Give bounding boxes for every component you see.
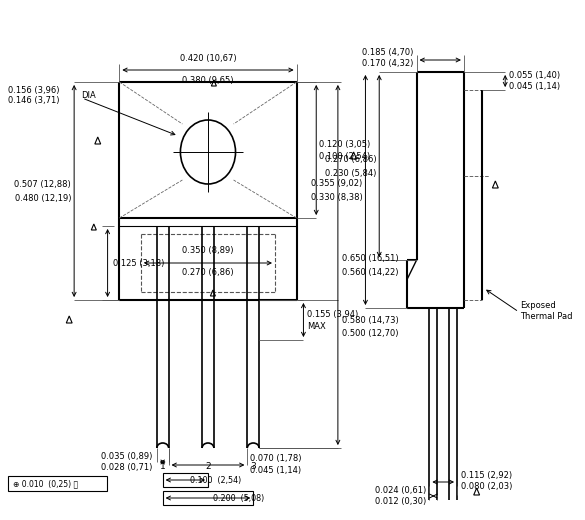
Text: 0.650 (16,51): 0.650 (16,51) — [342, 254, 398, 263]
Text: 0.055 (1,40): 0.055 (1,40) — [509, 71, 560, 80]
Text: 0.580 (14,73): 0.580 (14,73) — [342, 316, 398, 324]
Text: 0.045 (1,14): 0.045 (1,14) — [509, 82, 560, 90]
Text: 0.100  (2,54): 0.100 (2,54) — [190, 475, 242, 485]
Bar — [8, 476, 106, 491]
Text: 0.070 (1,78): 0.070 (1,78) — [250, 453, 302, 462]
Text: 0.156 (3,96): 0.156 (3,96) — [8, 85, 60, 95]
Text: 0.480 (12,19): 0.480 (12,19) — [15, 193, 71, 202]
Text: 0.028 (0,71): 0.028 (0,71) — [101, 462, 153, 472]
Text: 2: 2 — [205, 462, 211, 471]
Text: Thermal Pad: Thermal Pad — [520, 311, 573, 320]
Text: 0.350 (8,89): 0.350 (8,89) — [182, 246, 234, 255]
Text: 0.185 (4,70): 0.185 (4,70) — [362, 47, 414, 57]
Text: 0.420 (10,67): 0.420 (10,67) — [180, 54, 236, 63]
Text: 0.012 (0,30): 0.012 (0,30) — [375, 497, 426, 505]
Text: 0.270 (6,86): 0.270 (6,86) — [182, 268, 234, 277]
Text: 0.115 (2,92): 0.115 (2,92) — [461, 471, 512, 479]
Text: 1: 1 — [160, 462, 166, 471]
Text: 0.045 (1,14): 0.045 (1,14) — [250, 465, 301, 475]
Text: 0.100 (2,54): 0.100 (2,54) — [319, 151, 370, 161]
Text: 0.230 (5,84): 0.230 (5,84) — [325, 168, 376, 177]
Text: MAX: MAX — [307, 321, 326, 331]
Text: 0.355 (9,02): 0.355 (9,02) — [311, 178, 363, 188]
Text: 0.380 (9,65): 0.380 (9,65) — [182, 76, 234, 85]
Text: 0.507 (12,88): 0.507 (12,88) — [15, 179, 71, 189]
Bar — [163, 473, 208, 487]
Text: 0.024 (0,61): 0.024 (0,61) — [375, 486, 426, 495]
Text: 0.560 (14,22): 0.560 (14,22) — [342, 267, 398, 277]
Bar — [163, 491, 253, 505]
Text: 0.120 (3,05): 0.120 (3,05) — [319, 139, 370, 149]
Text: ⊕ 0.010  (0,25) Ⓜ: ⊕ 0.010 (0,25) Ⓜ — [13, 479, 78, 488]
Text: 0.500 (12,70): 0.500 (12,70) — [342, 329, 398, 337]
Text: 0.035 (0,89): 0.035 (0,89) — [101, 451, 153, 461]
Text: 0.146 (3,71): 0.146 (3,71) — [8, 96, 60, 105]
Text: 3: 3 — [250, 462, 256, 471]
Text: 0.270 (6,86): 0.270 (6,86) — [325, 154, 376, 163]
Text: DIA: DIA — [81, 90, 96, 99]
Text: 0.080 (2,03): 0.080 (2,03) — [461, 482, 512, 490]
Text: 0.200  (5,08): 0.200 (5,08) — [213, 493, 264, 502]
Text: Exposed: Exposed — [520, 301, 556, 309]
Text: 0.125 (3,18): 0.125 (3,18) — [112, 258, 164, 267]
Text: 0.330 (8,38): 0.330 (8,38) — [311, 192, 363, 202]
Text: 0.170 (4,32): 0.170 (4,32) — [362, 59, 414, 68]
Text: 0.155 (3,94): 0.155 (3,94) — [307, 309, 359, 318]
